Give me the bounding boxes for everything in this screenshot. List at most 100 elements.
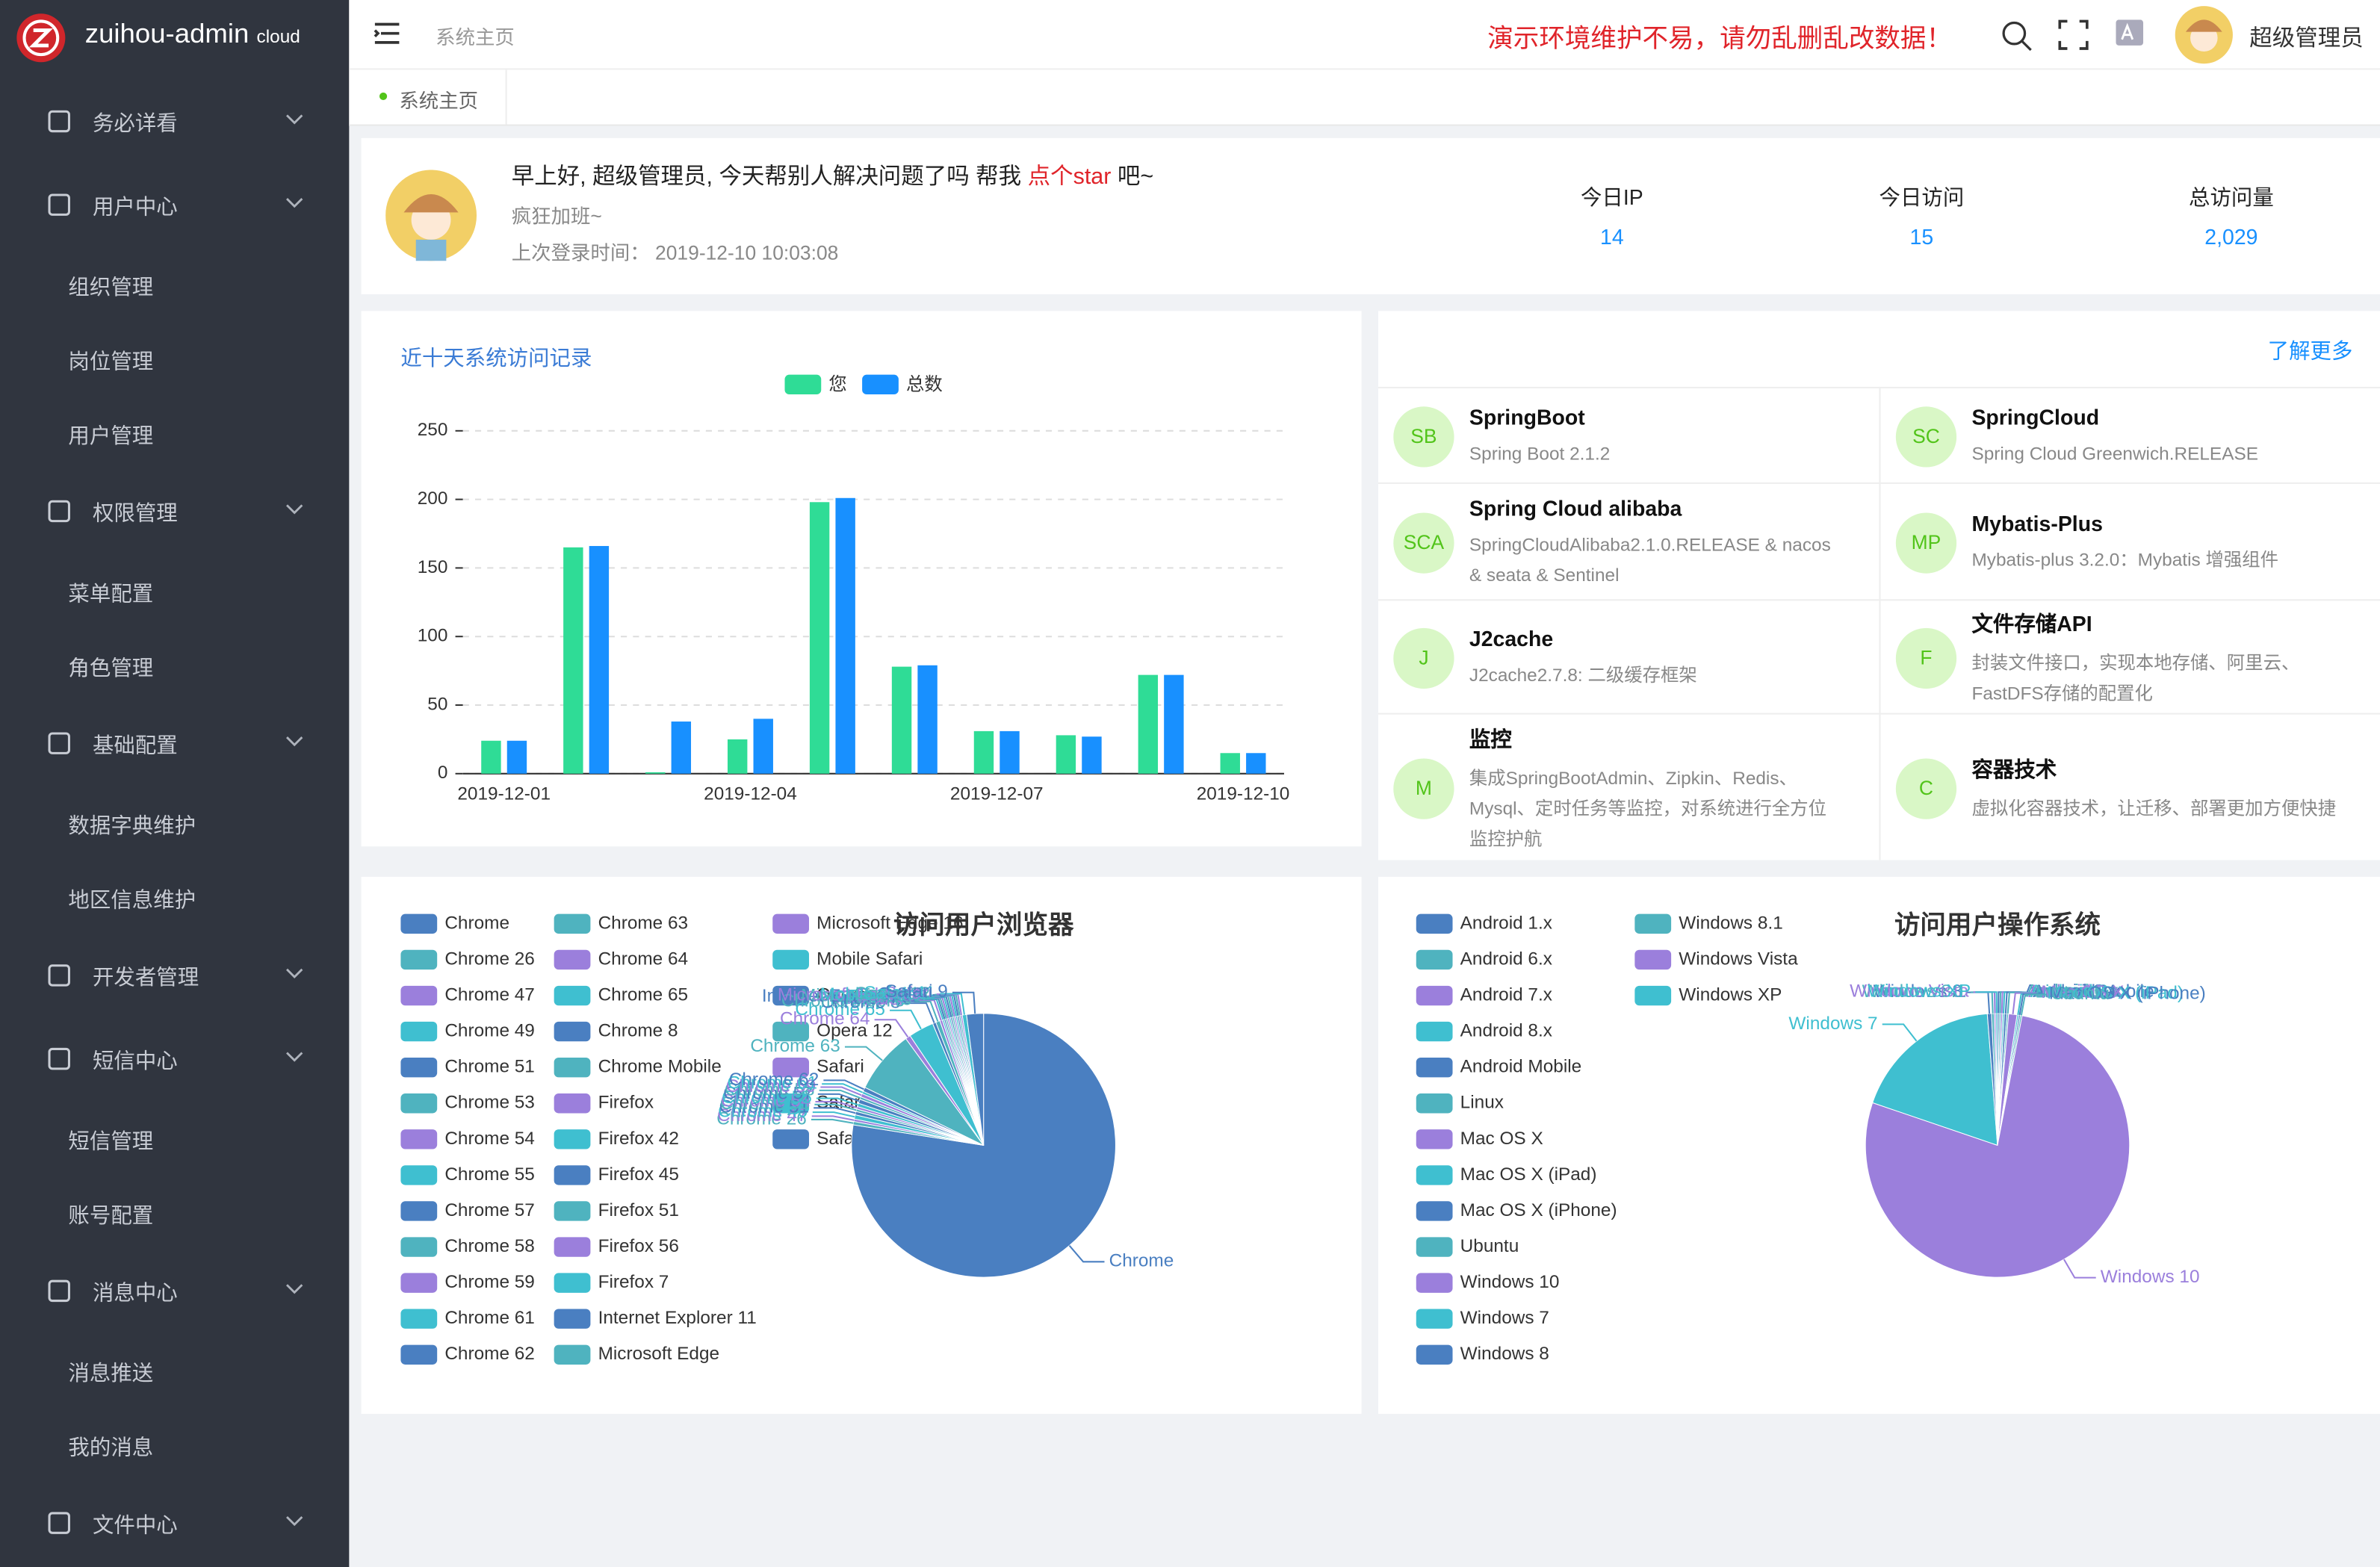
legend-swatch xyxy=(554,1345,591,1365)
legend-label: Windows 8 xyxy=(1460,1344,1549,1364)
bar xyxy=(589,546,609,774)
legend-swatch xyxy=(1416,914,1453,934)
legend-swatch xyxy=(862,375,899,394)
legend-label: Chrome 62 xyxy=(444,1344,535,1364)
legend-label: Chrome xyxy=(444,913,509,933)
legend-swatch xyxy=(554,986,591,1005)
legend-swatch xyxy=(1416,1273,1453,1292)
legend-label: Android 8.x xyxy=(1460,1021,1552,1041)
bar xyxy=(1056,735,1076,773)
bar xyxy=(917,665,937,774)
legend-swatch xyxy=(1416,1165,1453,1185)
bar xyxy=(810,502,829,774)
bar xyxy=(754,719,773,773)
y-tick-label: 50 xyxy=(427,694,447,714)
legend-label: Internet Explorer 11 xyxy=(598,1308,757,1328)
slice-label: Chrome 63 xyxy=(750,1036,840,1056)
legend-label: Chrome 8 xyxy=(598,1021,678,1041)
bar xyxy=(974,731,994,774)
legend-swatch xyxy=(400,986,437,1005)
bar xyxy=(1246,753,1265,774)
legend-label: Firefox 56 xyxy=(598,1236,679,1256)
legend-swatch xyxy=(554,1129,591,1149)
y-tick-label: 150 xyxy=(418,557,448,577)
legend-label: Mac OS X (iPhone) xyxy=(1460,1200,1617,1220)
legend-label: Chrome 53 xyxy=(444,1093,535,1113)
legend-swatch xyxy=(554,1022,591,1041)
y-tick-label: 100 xyxy=(418,626,448,646)
legend-swatch xyxy=(1416,1309,1453,1328)
bar xyxy=(507,741,527,774)
x-tick-label: 2019-12-01 xyxy=(457,784,551,804)
legend-swatch xyxy=(400,1201,437,1220)
legend-label: Windows 7 xyxy=(1460,1308,1549,1328)
legend-swatch xyxy=(554,1273,591,1292)
legend-swatch xyxy=(1416,1022,1453,1041)
bar xyxy=(672,722,691,774)
legend-swatch xyxy=(400,1273,437,1292)
legend-swatch xyxy=(1634,986,1671,1005)
y-tick-label: 0 xyxy=(438,763,448,783)
legend-swatch xyxy=(772,1129,809,1149)
label-line xyxy=(2064,1259,2096,1278)
legend-swatch xyxy=(554,1201,591,1220)
legend-label: Chrome 64 xyxy=(598,949,689,969)
bar xyxy=(645,772,665,774)
legend-label: Chrome 49 xyxy=(444,1021,535,1041)
legend-label: Mobile Safari xyxy=(816,949,923,969)
legend-label: Android 1.x xyxy=(1460,913,1552,933)
legend-label: Windows 8.1 xyxy=(1679,913,1782,933)
bar xyxy=(1000,731,1019,774)
legend-label: Firefox 7 xyxy=(598,1272,669,1292)
legend-label: 您 xyxy=(828,374,846,394)
legend-swatch xyxy=(400,1022,437,1041)
legend-label: Mac OS X xyxy=(1460,1129,1543,1149)
legend-swatch xyxy=(784,375,821,394)
legend-label: Windows XP xyxy=(1679,984,1782,1005)
legend-label: Windows 10 xyxy=(1460,1272,1560,1292)
slice-label: Ubuntu xyxy=(2051,984,2110,1004)
chart-title: 访问用户浏览器 xyxy=(893,911,1074,940)
slice-label: Safari 9 xyxy=(885,981,948,1002)
legend-label: Firefox xyxy=(598,1093,654,1113)
legend-label: Windows Vista xyxy=(1679,949,1798,969)
legend-label: Chrome Mobile xyxy=(598,1057,722,1077)
bar xyxy=(1164,675,1183,774)
label-line xyxy=(1070,1246,1105,1262)
legend-swatch xyxy=(1416,986,1453,1005)
legend-swatch xyxy=(400,1237,437,1256)
bar xyxy=(481,741,501,774)
legend-swatch xyxy=(554,914,591,934)
slice-label: Windows XP xyxy=(1868,981,1971,1002)
legend-swatch xyxy=(400,1093,437,1113)
legend-label: Chrome 54 xyxy=(444,1129,535,1149)
legend-label: Android Mobile xyxy=(1460,1057,1582,1077)
legend-swatch xyxy=(554,1309,591,1328)
legend-swatch xyxy=(1634,914,1671,934)
legend-label: Mac OS X (iPad) xyxy=(1460,1164,1597,1185)
legend-label: Chrome 58 xyxy=(444,1236,535,1256)
legend-swatch xyxy=(1634,950,1671,969)
legend-swatch xyxy=(554,1058,591,1077)
legend-label: Safari xyxy=(816,1057,864,1077)
legend-swatch xyxy=(772,950,809,969)
legend-swatch xyxy=(1416,1237,1453,1256)
legend-label: Chrome 57 xyxy=(444,1200,535,1220)
legend-swatch xyxy=(400,950,437,969)
chart-title: 访问用户操作系统 xyxy=(1894,911,2101,940)
legend-swatch xyxy=(554,1237,591,1256)
legend-label: Android 6.x xyxy=(1460,949,1552,969)
x-tick-label: 2019-12-04 xyxy=(704,784,797,804)
bar xyxy=(1082,736,1101,774)
legend-swatch xyxy=(554,1165,591,1185)
legend-label: Chrome 55 xyxy=(444,1164,535,1185)
slice-label: Windows 10 xyxy=(2101,1267,2200,1287)
legend-label: Android 7.x xyxy=(1460,984,1552,1005)
x-tick-label: 2019-12-07 xyxy=(950,784,1044,804)
slice-label: Chrome xyxy=(1109,1251,1174,1271)
legend-label: Chrome 59 xyxy=(444,1272,535,1292)
legend-swatch xyxy=(554,1093,591,1113)
legend-label: Firefox 42 xyxy=(598,1129,679,1149)
legend-swatch xyxy=(400,1058,437,1077)
